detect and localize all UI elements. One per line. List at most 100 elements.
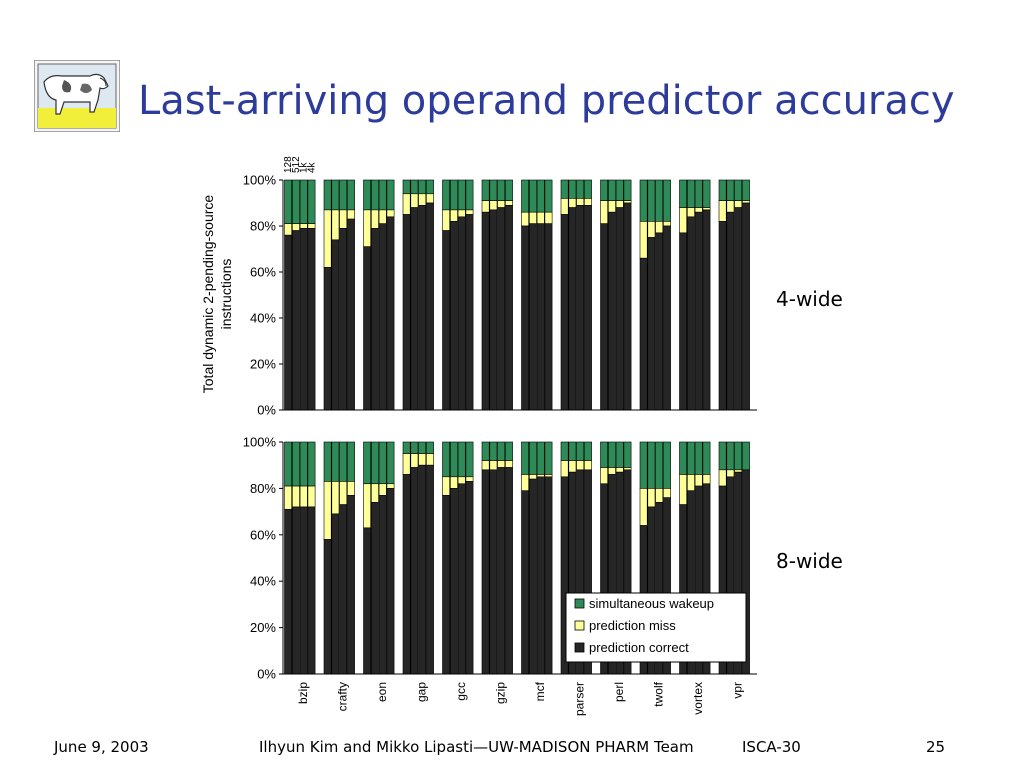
bar-prediction-correct: [663, 225, 671, 411]
bar-simultaneous-wakeup: [576, 441, 585, 461]
bar-prediction-correct: [679, 232, 687, 411]
bar-prediction-miss: [284, 485, 292, 510]
bar-prediction-miss: [584, 460, 592, 471]
bar-prediction-miss: [726, 200, 735, 213]
x-tick-label-gzip: gzip: [493, 682, 507, 704]
bar-prediction-correct: [402, 214, 411, 411]
bar-simultaneous-wakeup: [489, 179, 498, 202]
bar-prediction-miss: [291, 223, 300, 231]
bar-prediction-miss: [647, 488, 656, 508]
bar-prediction-miss: [528, 211, 537, 224]
bar-prediction-miss: [607, 200, 616, 213]
bar-prediction-correct: [694, 211, 703, 411]
bar-simultaneous-wakeup: [584, 179, 592, 199]
bar-simultaneous-wakeup: [497, 441, 506, 461]
bar-prediction-miss: [299, 223, 308, 229]
bar-prediction-miss: [742, 200, 750, 204]
bar-prediction-miss: [615, 200, 624, 208]
y-tick-label: 0%: [257, 667, 276, 682]
y-tick-label: 60%: [250, 527, 276, 542]
bar-simultaneous-wakeup: [742, 179, 750, 202]
x-tick-label-gcc: gcc: [454, 682, 468, 701]
bar-prediction-miss: [497, 460, 506, 468]
bar-prediction-miss: [410, 193, 419, 208]
bar-prediction-miss: [679, 474, 687, 505]
y-axis-title: instructions: [218, 259, 234, 330]
bar-prediction-miss: [655, 221, 664, 234]
bar-prediction-correct: [686, 216, 695, 411]
bar-prediction-miss: [386, 483, 395, 489]
bar-prediction-miss: [663, 488, 671, 498]
bar-prediction-miss: [663, 221, 671, 227]
bar-simultaneous-wakeup: [655, 441, 664, 489]
bar-prediction-correct: [726, 211, 735, 411]
bar-prediction-correct: [718, 221, 727, 411]
bar-prediction-correct: [323, 267, 332, 411]
bar-simultaneous-wakeup: [449, 441, 458, 478]
bar-prediction-miss: [386, 209, 395, 218]
y-tick-label: 40%: [250, 311, 276, 326]
bar-simultaneous-wakeup: [726, 441, 735, 471]
bar-simultaneous-wakeup: [449, 179, 458, 211]
bar-simultaneous-wakeup: [615, 179, 624, 202]
bar-simultaneous-wakeup: [607, 179, 616, 202]
bar-prediction-miss: [347, 481, 355, 496]
bar-prediction-miss: [686, 207, 695, 218]
bar-prediction-miss: [418, 453, 427, 466]
bar-prediction-miss: [639, 221, 648, 259]
bar-prediction-miss: [718, 469, 727, 487]
bar-simultaneous-wakeup: [718, 179, 727, 202]
x-tick-label-parser: parser: [572, 682, 586, 716]
legend-swatch: [574, 620, 585, 631]
bar-prediction-miss: [702, 474, 711, 485]
bar-prediction-correct: [465, 214, 474, 411]
bar-simultaneous-wakeup: [370, 179, 379, 211]
bar-prediction-correct: [291, 506, 300, 675]
bar-prediction-correct: [378, 495, 387, 675]
bar-simultaneous-wakeup: [418, 179, 427, 195]
bar-prediction-correct: [307, 506, 316, 675]
bar-simultaneous-wakeup: [284, 179, 292, 225]
bar-simultaneous-wakeup: [339, 179, 348, 211]
y-tick-label: 60%: [250, 265, 276, 280]
bar-prediction-correct: [655, 232, 664, 411]
bar-prediction-correct: [489, 209, 498, 411]
bar-simultaneous-wakeup: [347, 179, 355, 211]
footer-date: June 9, 2003: [54, 738, 149, 756]
bar-prediction-correct: [497, 207, 506, 411]
bar-prediction-miss: [521, 211, 529, 227]
bar-simultaneous-wakeup: [331, 441, 340, 482]
bar-prediction-miss: [600, 200, 608, 224]
legend-swatch: [574, 598, 585, 609]
bar-simultaneous-wakeup: [284, 441, 292, 487]
bar-simultaneous-wakeup: [679, 441, 687, 475]
bar-prediction-correct: [426, 202, 434, 411]
bar-simultaneous-wakeup: [378, 179, 387, 211]
bar-prediction-miss: [544, 474, 553, 478]
panel-label-4-wide: 4-wide: [776, 287, 843, 311]
bar-simultaneous-wakeup: [481, 441, 490, 461]
bar-prediction-correct: [497, 467, 506, 675]
bar-prediction-miss: [615, 467, 624, 473]
bar-simultaneous-wakeup: [299, 179, 308, 225]
bar-simultaneous-wakeup: [442, 179, 450, 211]
bar-prediction-miss: [331, 209, 340, 241]
bar-prediction-miss: [521, 474, 529, 492]
bar-simultaneous-wakeup: [363, 179, 371, 211]
bar-prediction-miss: [449, 209, 458, 222]
bar-prediction-miss: [536, 474, 545, 478]
bar-simultaneous-wakeup: [600, 441, 608, 468]
bar-prediction-miss: [639, 488, 648, 526]
bar-prediction-correct: [544, 476, 553, 675]
bar-prediction-miss: [465, 476, 474, 482]
bar-prediction-correct: [442, 230, 450, 411]
bar-prediction-correct: [323, 539, 332, 675]
bar-prediction-correct: [734, 207, 743, 411]
bar-simultaneous-wakeup: [426, 179, 434, 195]
bar-prediction-miss: [505, 200, 513, 206]
bar-prediction-miss: [363, 209, 371, 247]
table-size-label: 1k: [299, 161, 310, 173]
bar-prediction-miss: [560, 198, 569, 215]
bar-prediction-correct: [742, 202, 750, 411]
chart-panel-4-wide: 0% 20% 40% 60% 80% 100%: [243, 173, 757, 418]
